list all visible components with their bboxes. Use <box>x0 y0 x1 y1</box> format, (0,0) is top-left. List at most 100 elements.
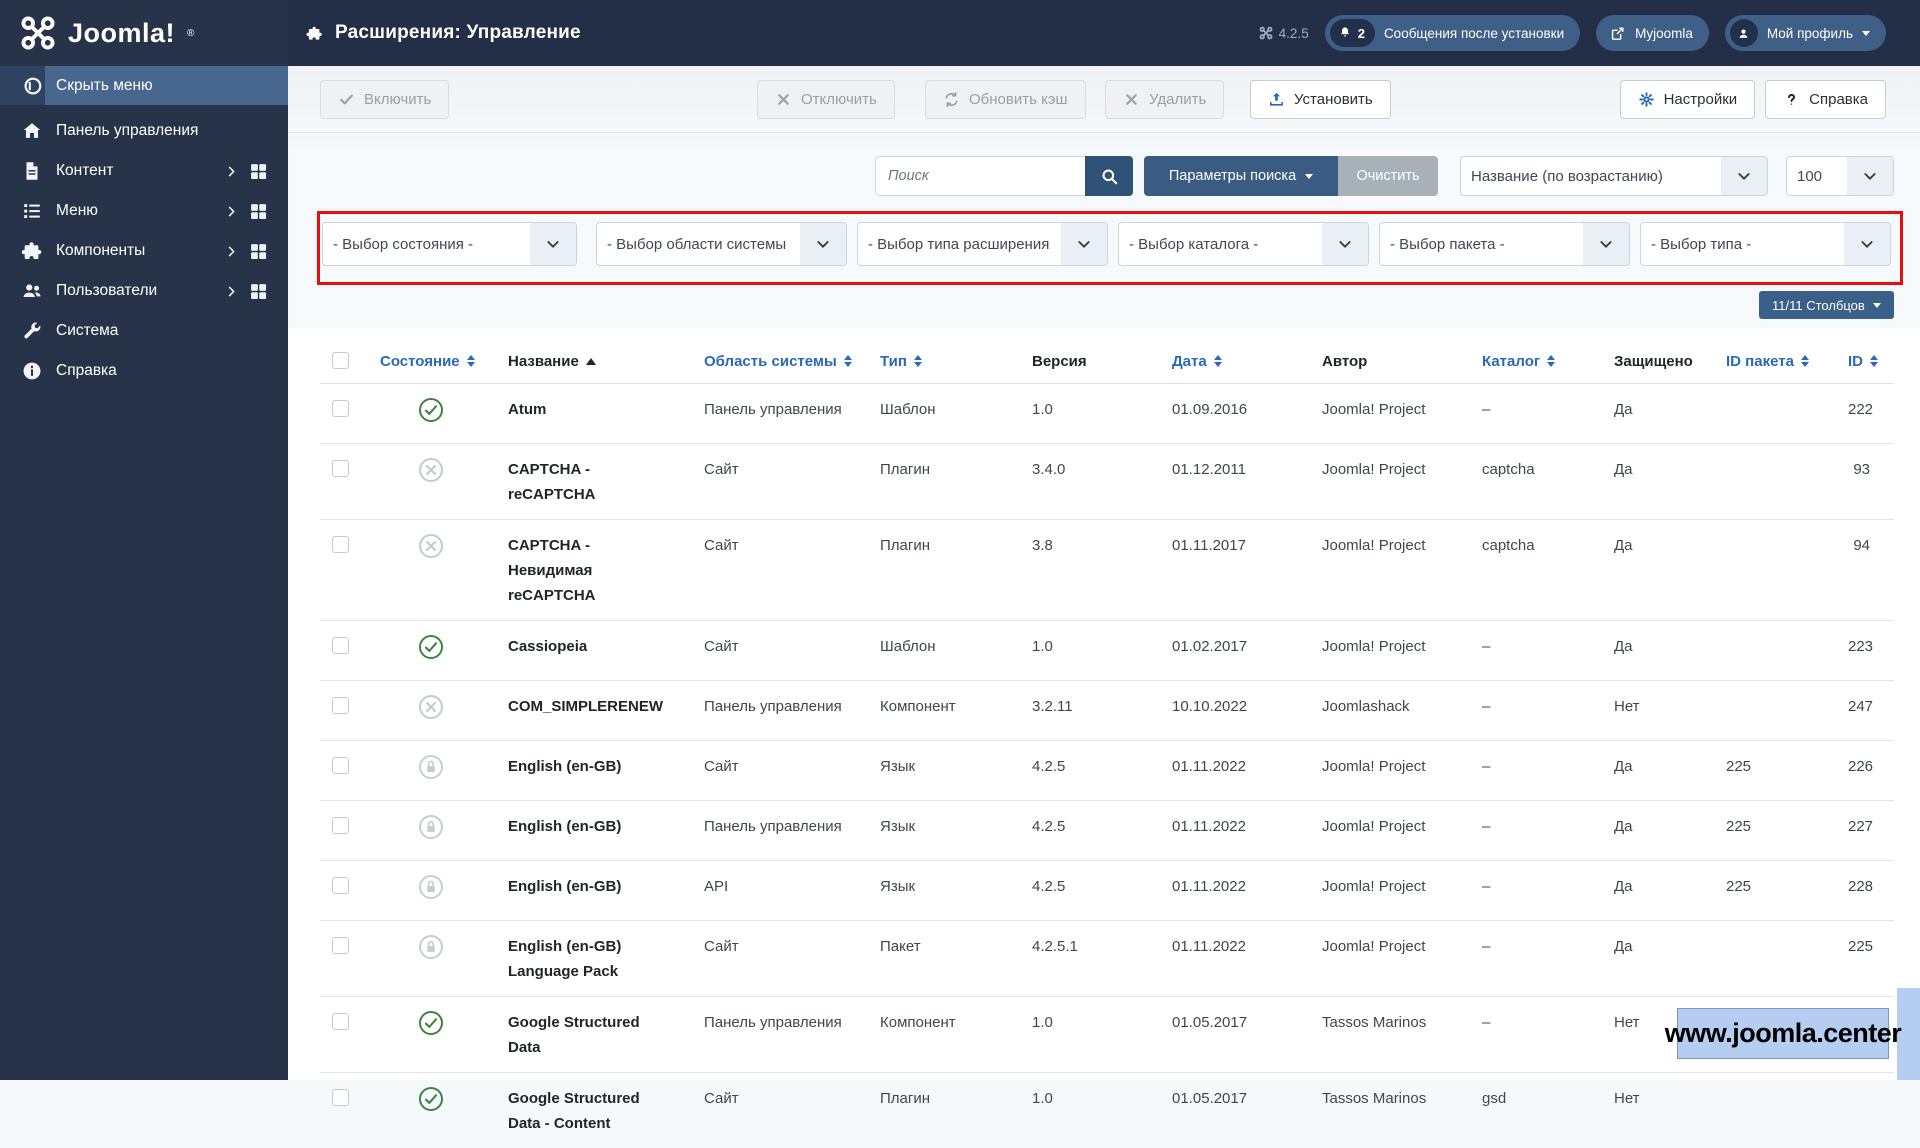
row-locked-cell: Да <box>1602 621 1714 681</box>
row-folder-cell: – <box>1470 741 1602 801</box>
package-filter-select[interactable]: - Выбор пакета - <box>1379 222 1630 266</box>
profile-button[interactable]: Мой профиль <box>1725 15 1886 51</box>
grid-icon[interactable] <box>250 203 267 220</box>
chevron-down-icon <box>1844 223 1890 265</box>
myjoomla-button[interactable]: Myjoomla <box>1596 15 1709 51</box>
status-icon[interactable] <box>418 634 444 660</box>
status-icon[interactable] <box>418 457 444 483</box>
row-checkbox[interactable] <box>332 697 349 714</box>
list-limit-select[interactable]: 100 <box>1786 156 1894 196</box>
folder-filter-select[interactable]: - Выбор каталога - <box>1118 222 1369 266</box>
status-icon[interactable] <box>418 1010 444 1036</box>
sidebar-item-system[interactable]: Система <box>0 311 288 351</box>
row-checkbox[interactable] <box>332 1013 349 1030</box>
search-tools-button[interactable]: Параметры поиска <box>1144 156 1338 196</box>
status-icon[interactable] <box>418 397 444 423</box>
row-checkbox[interactable] <box>332 937 349 954</box>
row-checkbox[interactable] <box>332 637 349 654</box>
row-locked-cell: Да <box>1602 444 1714 520</box>
grid-icon[interactable] <box>250 163 267 180</box>
columns-toggle-button[interactable]: 11/11 Столбцов <box>1759 291 1894 319</box>
delete-button[interactable]: Удалить <box>1105 80 1224 119</box>
extension-name: COM_SIMPLERENEW <box>508 694 643 719</box>
row-date-cell: 01.11.2022 <box>1160 741 1310 801</box>
row-state-cell <box>368 997 496 1073</box>
enable-button[interactable]: Включить <box>320 80 449 119</box>
column-header-id[interactable]: ID <box>1836 340 1894 384</box>
client-filter-select[interactable]: - Выбор области системы <box>596 222 847 266</box>
row-checkbox[interactable] <box>332 817 349 834</box>
sidebar-item-help[interactable]: Справка <box>0 351 288 391</box>
post-install-messages-button[interactable]: 2 Сообщения после установки <box>1325 15 1580 51</box>
grid-icon[interactable] <box>250 283 267 300</box>
table-row: English (en-GB) Панель управления Язык 4… <box>320 801 1894 861</box>
row-checkbox[interactable] <box>332 400 349 417</box>
row-name-cell: Google Structured Data <box>496 997 692 1073</box>
sidebar-item-menus[interactable]: Меню <box>0 191 288 231</box>
extension-name: CAPTCHA - reCAPTCHA <box>508 457 643 507</box>
row-type-cell: Компонент <box>868 997 1020 1073</box>
row-state-cell <box>368 444 496 520</box>
row-checkbox[interactable] <box>332 877 349 894</box>
row-check-cell <box>320 621 368 681</box>
select-all-checkbox[interactable] <box>332 352 349 369</box>
sidebar-item-content[interactable]: Контент <box>0 151 288 191</box>
disable-button[interactable]: Отключить <box>757 80 895 119</box>
row-type-cell: Компонент <box>868 681 1020 741</box>
column-header-name[interactable]: Название <box>496 340 692 384</box>
status-icon[interactable] <box>418 754 444 780</box>
sidebar-item-components[interactable]: Компоненты <box>0 231 288 271</box>
sidebar-item-hide-menu[interactable]: Скрыть меню <box>0 66 288 105</box>
sort-select[interactable]: Название (по возрастанию) <box>1460 156 1768 196</box>
status-icon[interactable] <box>418 533 444 559</box>
extensions-table: Состояние Название Область системы Тип В… <box>320 340 1894 1148</box>
joomla-logo-icon <box>20 15 56 51</box>
status-icon[interactable] <box>418 814 444 840</box>
row-state-cell <box>368 520 496 621</box>
status-filter-select[interactable]: - Выбор состояния - <box>322 222 577 266</box>
core-filter-select[interactable]: - Выбор типа - <box>1640 222 1891 266</box>
options-button[interactable]: Настройки <box>1620 80 1756 119</box>
column-header-package-id[interactable]: ID пакета <box>1714 340 1836 384</box>
row-package-id-cell: 225 <box>1714 801 1836 861</box>
puzzle-icon <box>306 25 323 42</box>
row-check-cell <box>320 384 368 444</box>
sidebar-item-dashboard[interactable]: Панель управления <box>0 111 288 151</box>
column-header-folder[interactable]: Каталог <box>1470 340 1602 384</box>
column-header-type[interactable]: Тип <box>868 340 1020 384</box>
row-id-cell: 247 <box>1836 681 1894 741</box>
row-checkbox[interactable] <box>332 757 349 774</box>
search-button[interactable] <box>1085 156 1133 196</box>
row-id-cell: 222 <box>1836 384 1894 444</box>
column-header-date[interactable]: Дата <box>1160 340 1310 384</box>
extension-name: English (en-GB) <box>508 754 643 779</box>
type-filter-select[interactable]: - Выбор типа расширения <box>857 222 1108 266</box>
row-checkbox[interactable] <box>332 460 349 477</box>
chevron-right-icon <box>224 204 239 219</box>
install-button[interactable]: Установить <box>1250 80 1391 119</box>
extension-name: CAPTCHA - Невидимая reCAPTCHA <box>508 533 643 608</box>
row-client-cell: Сайт <box>692 1073 868 1148</box>
check-icon <box>338 91 355 108</box>
row-state-cell <box>368 861 496 921</box>
status-icon[interactable] <box>418 1086 444 1112</box>
row-checkbox[interactable] <box>332 536 349 553</box>
chevron-down-icon <box>1862 31 1870 36</box>
sidebar-item-users[interactable]: Пользователи <box>0 271 288 311</box>
status-icon[interactable] <box>418 934 444 960</box>
help-button[interactable]: Справка <box>1765 80 1886 119</box>
search-input[interactable] <box>875 156 1085 196</box>
status-icon[interactable] <box>418 874 444 900</box>
grid-icon[interactable] <box>250 243 267 260</box>
row-name-cell: Google Structured Data - Content <box>496 1073 692 1148</box>
sidebar: Скрыть меню Панель управления Контент <box>0 66 288 1080</box>
row-checkbox[interactable] <box>332 1089 349 1106</box>
refresh-cache-button[interactable]: Обновить кэш <box>925 80 1086 119</box>
extension-name: English (en-GB) Language Pack <box>508 934 643 984</box>
row-version-cell: 3.2.11 <box>1020 681 1160 741</box>
clear-button[interactable]: Очистить <box>1338 156 1438 196</box>
version-label: 4.2.5 <box>1259 26 1309 41</box>
status-icon[interactable] <box>418 694 444 720</box>
column-header-state[interactable]: Состояние <box>368 340 496 384</box>
column-header-client[interactable]: Область системы <box>692 340 868 384</box>
